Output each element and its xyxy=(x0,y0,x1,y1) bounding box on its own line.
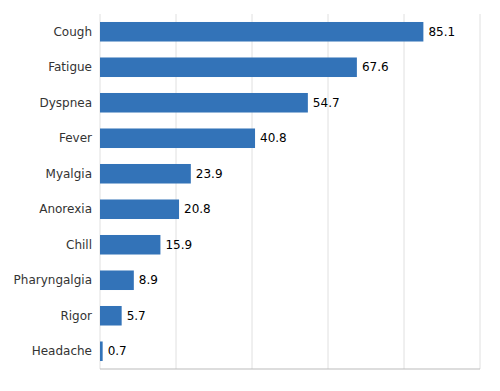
bar xyxy=(100,341,103,361)
grid xyxy=(100,14,480,369)
data-label: 20.8 xyxy=(184,202,211,216)
data-label: 5.7 xyxy=(127,309,146,323)
data-label: 15.9 xyxy=(165,238,192,252)
y-tick-label: Fatigue xyxy=(48,60,92,74)
y-tick-label: Anorexia xyxy=(39,202,92,216)
data-label: 67.6 xyxy=(362,60,389,74)
chart-svg: Cough Fatigue Dyspnea Fever Myalgia Anorexia C… xyxy=(0,0,500,391)
bar xyxy=(100,270,134,290)
y-tick-labels: Cough Fatigue Dyspnea Fever Myalgia Anorexia C… xyxy=(14,25,93,359)
bar xyxy=(100,57,357,77)
bar xyxy=(100,199,179,219)
y-tick-label: Chill xyxy=(66,238,92,252)
data-label: 85.1 xyxy=(428,25,455,39)
grid-line xyxy=(480,14,481,369)
bar xyxy=(100,306,122,326)
y-tick-label: Myalgia xyxy=(46,167,92,181)
y-tick-label: Pharyngalgia xyxy=(14,273,92,287)
y-tick-label: Rigor xyxy=(60,309,92,323)
y-tick-label: Headache xyxy=(32,344,92,358)
y-tick-label: Dyspnea xyxy=(39,96,92,110)
bars xyxy=(100,22,423,361)
chart-container: Cough Fatigue Dyspnea Fever Myalgia Anorexia C… xyxy=(0,0,500,391)
grid-line xyxy=(404,14,405,369)
x-axis-line xyxy=(100,369,480,370)
bar xyxy=(100,22,423,42)
data-label: 40.8 xyxy=(260,131,287,145)
data-labels: 85.1 67.6 54.7 40.8 23.9 20.8 15.9 8.9 5.7 0.7 xyxy=(108,25,455,359)
bar xyxy=(100,164,191,184)
data-label: 23.9 xyxy=(196,167,223,181)
y-tick-label: Cough xyxy=(53,25,92,39)
bar xyxy=(100,235,160,255)
bar xyxy=(100,93,308,113)
y-tick-label: Fever xyxy=(59,131,92,145)
data-label: 8.9 xyxy=(139,273,158,287)
data-label: 54.7 xyxy=(313,96,340,110)
bar xyxy=(100,128,255,148)
data-label: 0.7 xyxy=(108,344,127,358)
